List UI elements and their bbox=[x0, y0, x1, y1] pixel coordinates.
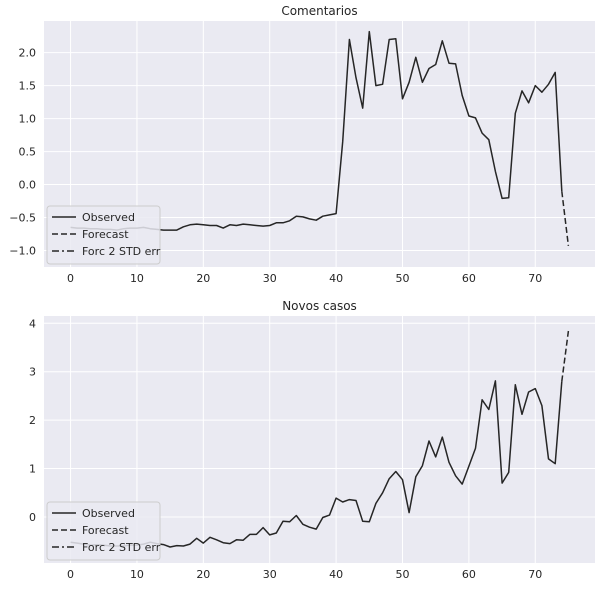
chart-0-xtick-label: 20 bbox=[196, 272, 210, 285]
chart-1-xtick-label: 10 bbox=[130, 568, 144, 581]
chart-0-xtick-label: 10 bbox=[130, 272, 144, 285]
chart-0-legend-label: Forc 2 STD err bbox=[82, 245, 161, 258]
chart-0-xtick-label: 0 bbox=[67, 272, 74, 285]
chart-0-legend bbox=[46, 205, 161, 265]
chart-0-xtick-label: 50 bbox=[395, 272, 409, 285]
chart-0-ytick-label: 0.5 bbox=[19, 146, 37, 159]
chart-1-legend-label: Forc 2 STD err bbox=[82, 541, 161, 554]
chart-1-ytick-label: 3 bbox=[29, 366, 36, 379]
chart-0-ytick-label: 1.0 bbox=[19, 113, 37, 126]
chart-1-ytick-label: 2 bbox=[29, 414, 36, 427]
chart-0-legend-label: Forecast bbox=[82, 228, 129, 241]
chart-1-xtick-label: 0 bbox=[67, 568, 74, 581]
chart-1-ytick-label: 1 bbox=[29, 463, 36, 476]
subplot-novos-casos: Novos casos 0 10 20 30 40 50 60 70 0 1 2 3 4 Observed F… bbox=[29, 299, 595, 581]
chart-1-ytick-label: 0 bbox=[29, 511, 36, 524]
chart-1-ytick-label: 4 bbox=[29, 317, 36, 330]
chart-0-ytick-label: 0.0 bbox=[19, 179, 37, 192]
chart-0-ytick-label: −0.5 bbox=[9, 212, 36, 225]
chart-0-legend-label: Observed bbox=[82, 211, 135, 224]
chart-1-xtick-label: 40 bbox=[329, 568, 343, 581]
chart-0-ytick-label: −1.0 bbox=[9, 245, 36, 258]
chart-1-xtick-label: 30 bbox=[263, 568, 277, 581]
chart-1-xtick-label: 20 bbox=[196, 568, 210, 581]
chart-0-xtick-label: 60 bbox=[462, 272, 476, 285]
chart-1-legend-label: Forecast bbox=[82, 524, 129, 537]
chart-0-title: Comentarios bbox=[281, 4, 357, 18]
chart-1-legend-label: Observed bbox=[82, 507, 135, 520]
chart-1-xtick-label: 60 bbox=[462, 568, 476, 581]
chart-0-ytick-label: 2.0 bbox=[19, 47, 37, 60]
chart-0-xtick-label: 30 bbox=[263, 272, 277, 285]
chart-1-title: Novos casos bbox=[282, 299, 357, 313]
chart-0-xtick-label: 70 bbox=[528, 272, 542, 285]
chart-1-xtick-label: 50 bbox=[395, 568, 409, 581]
chart-0-series-forecast bbox=[561, 191, 570, 246]
chart-1-xtick-label: 70 bbox=[528, 568, 542, 581]
chart-0-ytick-label: 1.5 bbox=[19, 80, 37, 93]
chart-0-xtick-label: 40 bbox=[329, 272, 343, 285]
subplot-comentarios: Comentarios 0 10 20 30 40 50 60 70 −1.0 −0.5 0.0 0.5… bbox=[9, 4, 595, 285]
chart-1-legend bbox=[46, 501, 161, 561]
